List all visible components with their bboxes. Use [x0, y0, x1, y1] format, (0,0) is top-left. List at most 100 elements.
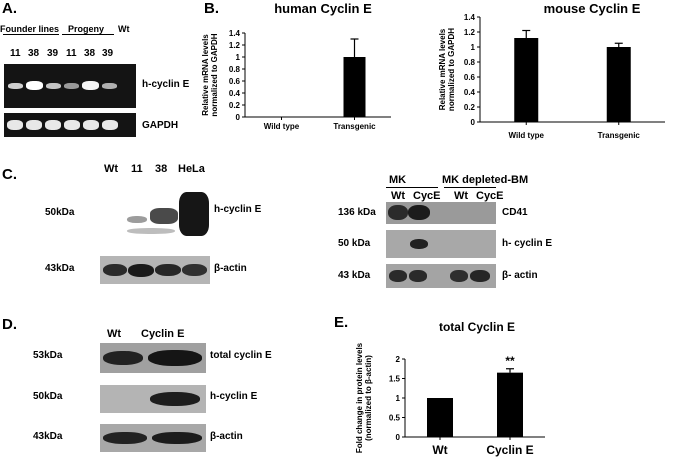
y-tick-label: 0.2	[464, 103, 476, 112]
lane-label: 39	[102, 48, 114, 59]
x-tick-label: Wild type	[264, 122, 300, 131]
gel-band	[83, 120, 99, 130]
gapdh-gel	[4, 113, 136, 137]
mk-underline	[386, 187, 438, 188]
x-tick-label: Cyclin E	[486, 443, 533, 457]
y-tick-label: 1	[471, 43, 476, 52]
y-tick-label: 1.2	[464, 28, 476, 37]
gel-band	[8, 83, 23, 89]
panel-e-letter: E.	[334, 314, 349, 331]
blot-band	[127, 216, 147, 223]
y-tick-label: 1.4	[229, 29, 241, 38]
gel-band	[102, 120, 118, 130]
blot-band	[408, 205, 430, 220]
mw-43kda-right: 43 kDa	[338, 270, 371, 281]
mw-136kda: 136 kDa	[338, 207, 376, 218]
gel-band	[82, 81, 99, 90]
y-tick-label: 0.5	[389, 414, 401, 423]
chart-title: human Cyclin E	[274, 1, 372, 16]
hcyclin-gel	[4, 64, 136, 108]
blot-band	[150, 208, 178, 224]
blot-band	[150, 392, 200, 406]
blot-total-cyclin-e	[100, 343, 206, 373]
panel-e-chart: total Cyclin E Fold change in protein lev…	[355, 320, 545, 457]
blot-cd41	[386, 202, 496, 224]
blot-band	[182, 264, 207, 276]
y-tick-label: 0.4	[464, 88, 476, 97]
hcyclin-e-d-label: h-cyclin E	[210, 391, 258, 402]
lane-label: Wt	[104, 163, 119, 175]
y-tick-label: 0.8	[464, 58, 476, 67]
blot-bactin-d	[100, 424, 206, 452]
blot-bactin-right	[386, 264, 496, 288]
y-axis-label: Fold change in protein levels	[355, 342, 364, 453]
y-tick-label: 1.5	[389, 375, 401, 384]
lane-label: Wt	[391, 190, 406, 202]
blot-band	[155, 264, 181, 276]
lane-label: Wt	[107, 328, 122, 340]
blot-band	[148, 350, 202, 366]
blot-band	[409, 270, 427, 282]
blot-hcyclin-e-right	[386, 230, 496, 258]
y-tick-label: 2	[396, 355, 401, 364]
lane-label: Wt	[454, 190, 469, 202]
lane-label: HeLa	[178, 163, 205, 175]
y-tick-label: 0	[471, 118, 476, 127]
blot-band	[152, 432, 202, 444]
mk-depleted-group-label: MK depleted-BM	[442, 174, 529, 186]
blot-band	[388, 205, 408, 220]
chart-total-cyclin-e: total Cyclin E Fold change in protein lev…	[355, 320, 545, 457]
bar	[606, 47, 631, 122]
hcyclin-e-label: h-cyclin E	[214, 204, 262, 215]
founder-underline	[3, 34, 59, 35]
lane-label: 11	[10, 48, 21, 59]
y-tick-label: 0	[236, 113, 241, 122]
panel-c-letter: C.	[2, 166, 17, 183]
gel-band	[64, 83, 79, 89]
bactin-label: β-actin	[214, 263, 247, 274]
lane-label: 38	[155, 163, 168, 175]
lane-label: 38	[28, 48, 40, 59]
lane-label: 11	[131, 163, 143, 175]
mk-group-label: MK	[389, 174, 407, 186]
blot-band	[103, 264, 127, 276]
y-axis-label: (normalized to β-actin)	[364, 355, 373, 441]
x-tick-label: Transgenic	[333, 122, 376, 131]
mw-50kda-right: 50 kDa	[338, 238, 371, 249]
y-axis-label: normalized to GAPDH	[210, 33, 219, 116]
chart-mouse-cyclin-e: mouse Cyclin E Relative mRNA levels normal…	[438, 1, 665, 140]
y-tick-label: 1.2	[229, 41, 241, 50]
lane-label: 11	[66, 48, 77, 59]
blot-band	[450, 270, 468, 282]
y-tick-label: 0.2	[229, 101, 241, 110]
gel-band	[26, 120, 42, 130]
y-tick-label: 1.4	[464, 13, 476, 22]
gel-band	[102, 83, 117, 89]
bar	[514, 38, 539, 122]
hcyclin-e-right-label: h- cyclin E	[502, 238, 553, 249]
y-tick-label: 0.4	[229, 89, 241, 98]
y-tick-label: 1	[236, 53, 241, 62]
wt-label: Wt	[118, 24, 130, 34]
gel-band	[46, 83, 61, 89]
gel-band	[7, 120, 23, 130]
gapdh-label: GAPDH	[142, 120, 179, 131]
y-tick-label: 0.8	[229, 65, 241, 74]
bar	[497, 372, 523, 437]
blot-bactin-left	[100, 256, 210, 284]
cd41-label: CD41	[502, 207, 528, 218]
lane-label: 39	[47, 48, 59, 59]
y-tick-label: 0	[396, 433, 401, 442]
total-cyclin-e-label: total cyclin E	[210, 350, 272, 361]
panel-d-letter: D.	[2, 316, 17, 333]
bactin-d-label: β-actin	[210, 431, 243, 442]
mw-50kda: 50kDa	[45, 207, 75, 218]
bar	[343, 57, 366, 117]
bar	[427, 398, 453, 437]
x-tick-label: Wild type	[509, 131, 545, 140]
blot-band	[389, 270, 407, 282]
blot-band	[470, 270, 490, 282]
progeny-label: Progeny	[68, 24, 105, 34]
lane-label: CycE	[413, 190, 441, 202]
